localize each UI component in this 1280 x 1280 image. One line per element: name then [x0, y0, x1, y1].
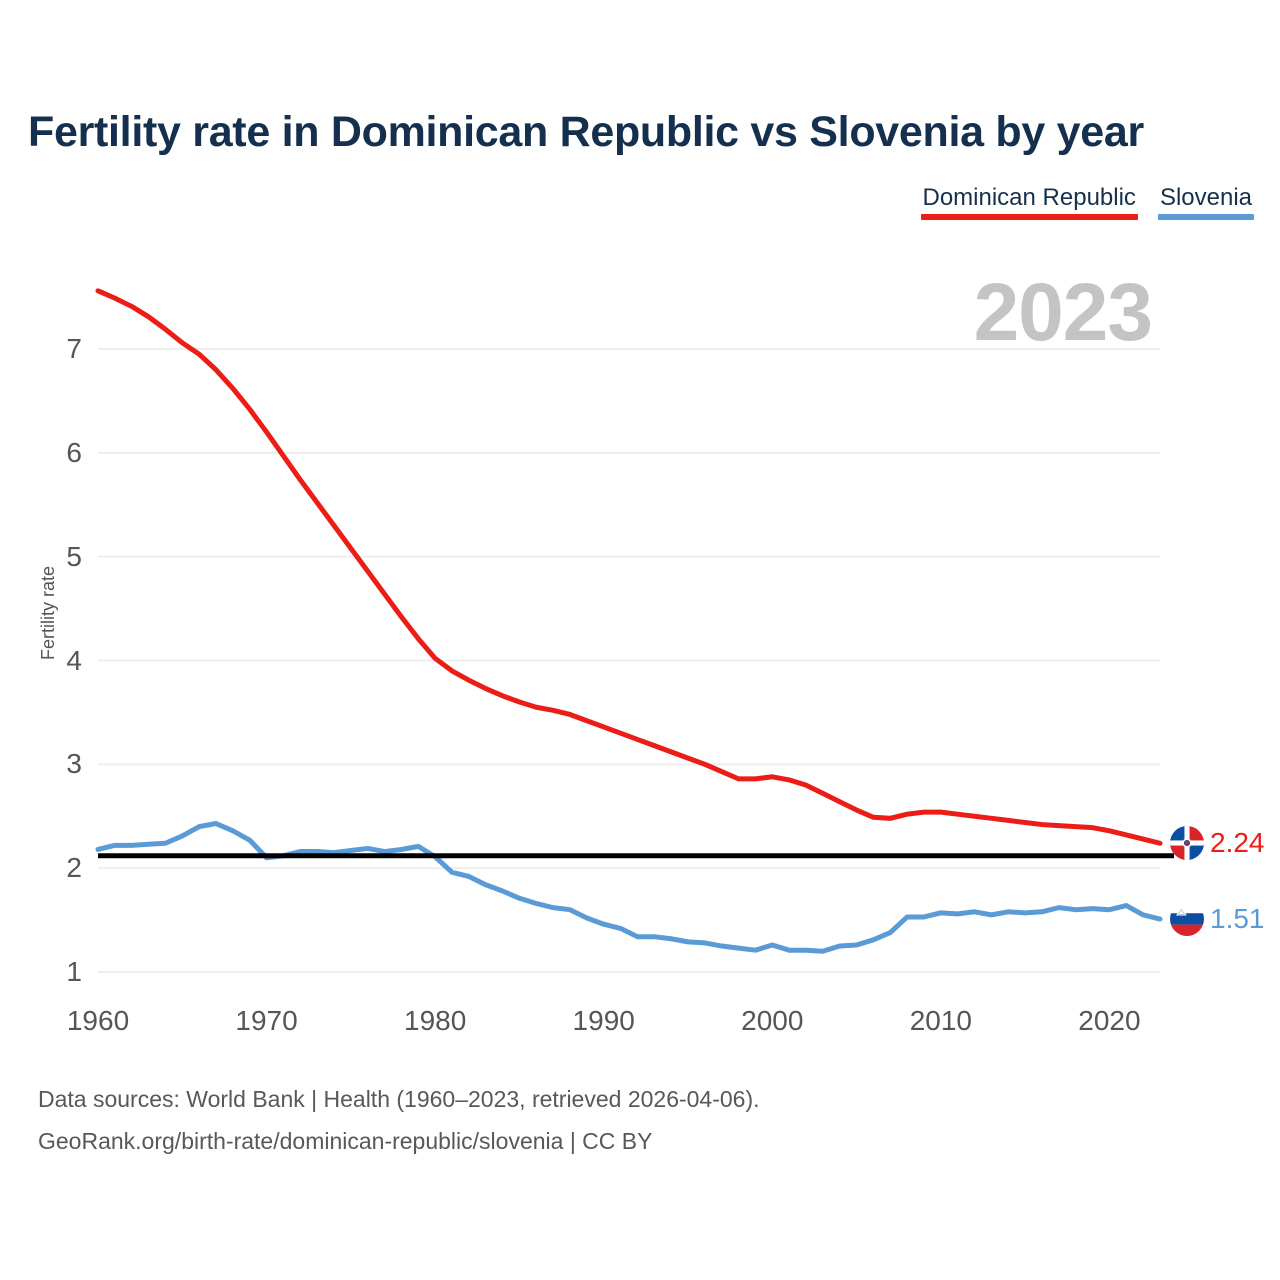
y-axis-tick-label: 4 [66, 644, 82, 676]
x-axis-tick-label: 1990 [572, 1005, 635, 1036]
series-line-slovenia [95, 821, 1163, 954]
footer-data-sources: Data sources: World Bank | Health (1960–… [38, 1086, 760, 1112]
y-axis-tick-label: 5 [66, 540, 82, 572]
page-title: Fertility rate in Dominican Republic vs … [28, 108, 1144, 156]
legend-item-dominican-republic[interactable]: Dominican Republic [920, 184, 1138, 221]
slovenia-flag-icon [1170, 902, 1204, 937]
y-axis-tick-label: 1 [66, 956, 82, 987]
footer-attribution: GeoRank.org/birth-rate/dominican-republi… [38, 1128, 653, 1154]
y-axis-tick-label: 7 [66, 333, 82, 364]
end-value-slovenia: 1.51 [1210, 903, 1265, 935]
y-axis-tick-label: 3 [66, 748, 82, 780]
x-axis-tick-label: 2000 [741, 1005, 804, 1036]
chart-legend: Dominican Republic Slovenia [920, 184, 1254, 221]
legend-item-slovenia[interactable]: Slovenia [1157, 184, 1254, 221]
y-axis-tick-label: 6 [66, 436, 82, 468]
legend-swatch-dominican-republic [920, 214, 1138, 221]
x-axis-tick-label: 1960 [66, 1005, 130, 1036]
legend-label-slovenia: Slovenia [1159, 184, 1252, 211]
y-axis-tick-label: 2 [66, 852, 82, 884]
end-label-dominican-republic: 2.24 [1170, 826, 1265, 861]
end-label-slovenia: 1.51 [1170, 902, 1265, 937]
gridlines [98, 348, 1160, 973]
x-axis-tick-label: 1970 [235, 1005, 298, 1036]
y-axis-ticks: 1 2 3 4 5 6 7 [24, 0, 82, 1280]
year-watermark: 2023 [973, 267, 1153, 358]
x-axis-tick-label: 1980 [403, 1005, 467, 1036]
end-value-dominican-republic: 2.24 [1210, 827, 1265, 859]
x-axis-tick-label: 2010 [909, 1005, 972, 1036]
x-axis-tick-label: 2020 [1078, 1005, 1141, 1036]
dominican-republic-flag-icon [1170, 826, 1204, 861]
legend-label-dominican-republic: Dominican Republic [922, 184, 1136, 211]
legend-swatch-slovenia [1157, 214, 1254, 221]
series-line-dominican-republic [95, 288, 1163, 846]
